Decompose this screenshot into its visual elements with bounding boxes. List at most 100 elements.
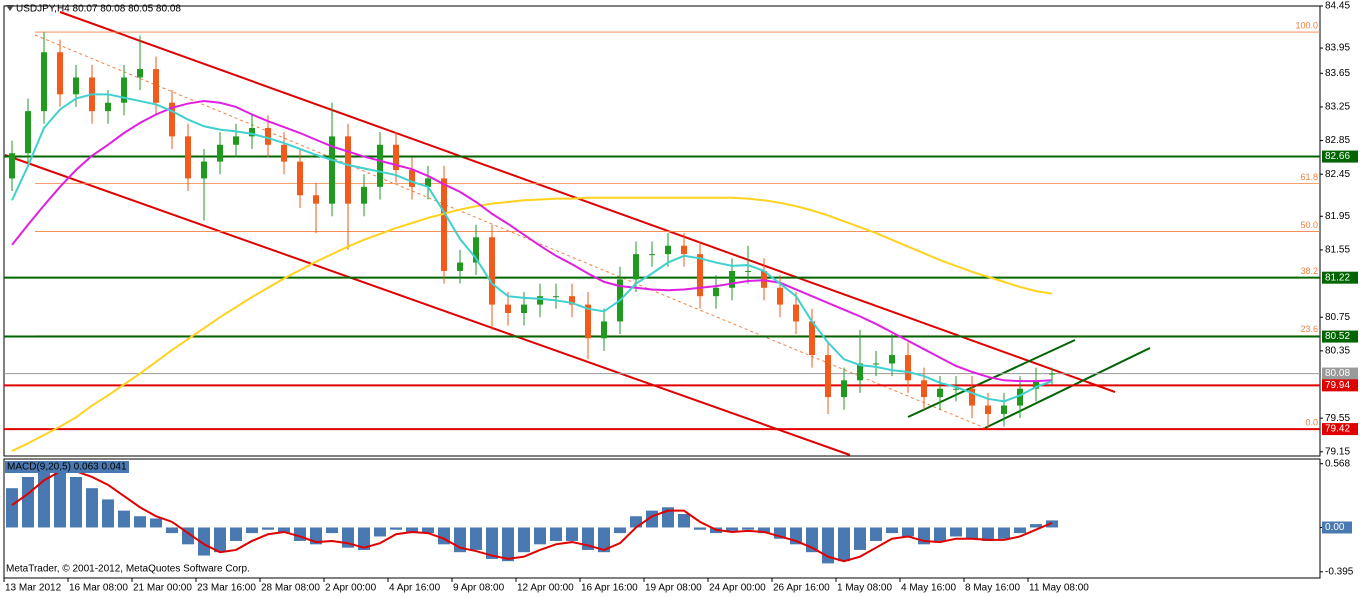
macd-bar [470, 527, 482, 550]
candle-body [569, 296, 575, 305]
level-label: 79.42 [1325, 424, 1350, 435]
candle-body [249, 127, 255, 137]
macd-bar [278, 527, 290, 534]
candle-body [633, 254, 639, 280]
macd-bar [550, 527, 562, 541]
macd-bar [406, 527, 418, 534]
channel-lower [4, 154, 851, 456]
candle-body [73, 77, 79, 95]
candle-body [217, 144, 223, 162]
fib-label: 100.0 [1295, 20, 1318, 30]
candle-body [969, 388, 975, 406]
candle-body [9, 153, 15, 179]
x-tick-label: 8 May 16:00 [965, 583, 1020, 594]
x-tick-label: 16 Apr 16:00 [581, 583, 638, 594]
y-tick-label: -0.395 [1325, 566, 1354, 577]
candle-body [841, 380, 847, 398]
level-label: 82.66 [1325, 151, 1350, 162]
fib-label: 50.0 [1300, 220, 1318, 230]
macd-bar [230, 527, 242, 541]
x-tick-label: 19 Apr 08:00 [645, 583, 702, 594]
macd-pane [3, 458, 1321, 579]
candle-body [745, 270, 751, 272]
candle-body [729, 270, 735, 288]
y-tick-label: 79.15 [1325, 446, 1350, 457]
candle-body [169, 102, 175, 137]
macd-bar [70, 476, 82, 528]
macd-bar [854, 527, 866, 550]
x-tick-label: 23 Mar 16:00 [197, 583, 256, 594]
y-tick-label: 0.568 [1325, 458, 1350, 469]
candle-body [281, 144, 287, 162]
candle-body [649, 254, 655, 256]
macd-bar [614, 527, 626, 534]
candle-body [1017, 388, 1023, 406]
macd-bar [166, 527, 178, 534]
candle-body [233, 136, 239, 145]
y-tick-label: 83.95 [1325, 43, 1350, 54]
candle-body [425, 178, 431, 187]
candle-body [201, 161, 207, 179]
macd-bar [694, 527, 706, 530]
macd-bar [214, 527, 226, 553]
macd-bar [134, 516, 146, 528]
macd-bar [1014, 527, 1026, 534]
candle-body [809, 321, 815, 356]
candle-body [793, 304, 799, 322]
macd-bar [38, 465, 50, 528]
macd-title: MACD(9,20,5) 0.063 0.041 [7, 462, 127, 473]
level-box [1322, 367, 1358, 380]
candle-body [889, 355, 895, 364]
y-tick-label: 79.55 [1325, 413, 1350, 424]
x-tick-label: 2 Apr 00:00 [325, 583, 377, 594]
macd-bar [150, 518, 162, 528]
candle-body [345, 136, 351, 204]
x-tick-label: 9 Apr 08:00 [453, 583, 505, 594]
candle-body [489, 237, 495, 305]
y-tick-label: 83.25 [1325, 102, 1350, 113]
x-tick-label: 1 May 08:00 [837, 583, 892, 594]
x-tick-label: 26 Apr 16:00 [773, 583, 830, 594]
channel-upper [59, 11, 1116, 393]
moving-average [11, 93, 1053, 403]
macd-bar [118, 510, 130, 528]
level-box [1322, 271, 1358, 284]
macd-bar [966, 527, 978, 539]
macd-bar [86, 488, 98, 528]
candle-body [537, 296, 543, 305]
candle-body [441, 178, 447, 271]
candle-body [777, 287, 783, 305]
macd-bar [374, 527, 386, 537]
macd-bar [358, 527, 370, 550]
candle-body [553, 296, 559, 298]
x-tick-label: 24 Apr 00:00 [709, 583, 766, 594]
x-tick-label: 4 May 16:00 [901, 583, 956, 594]
candle-body [953, 388, 959, 390]
candle-body [137, 69, 143, 78]
candle-body [153, 69, 159, 103]
macd-bar [838, 527, 850, 562]
x-tick-label: 11 May 08:00 [1029, 583, 1089, 594]
candle-body [985, 405, 991, 414]
fib-label: 23.6 [1300, 324, 1318, 334]
candle-body [921, 380, 927, 398]
macd-bar [934, 527, 946, 541]
x-tick-label: 4 Apr 16:00 [389, 583, 441, 594]
candle-body [521, 304, 527, 314]
macd-bar [1030, 524, 1042, 528]
macd-bar [502, 527, 514, 562]
macd-bar [726, 527, 738, 531]
candle-body [457, 262, 463, 271]
macd-bar [678, 514, 690, 528]
green-channel-lower [984, 347, 1151, 429]
candle-body [57, 52, 63, 95]
candle-body [1049, 373, 1055, 375]
macd-bar [566, 527, 578, 541]
candle-body [185, 136, 191, 179]
y-tick-label: 80.35 [1325, 346, 1350, 357]
x-tick-label: 16 Mar 08:00 [69, 583, 128, 594]
zero-box [1322, 521, 1352, 534]
macd-bar [886, 527, 898, 534]
candle-body [1001, 405, 1007, 414]
macd-bar [742, 527, 754, 530]
